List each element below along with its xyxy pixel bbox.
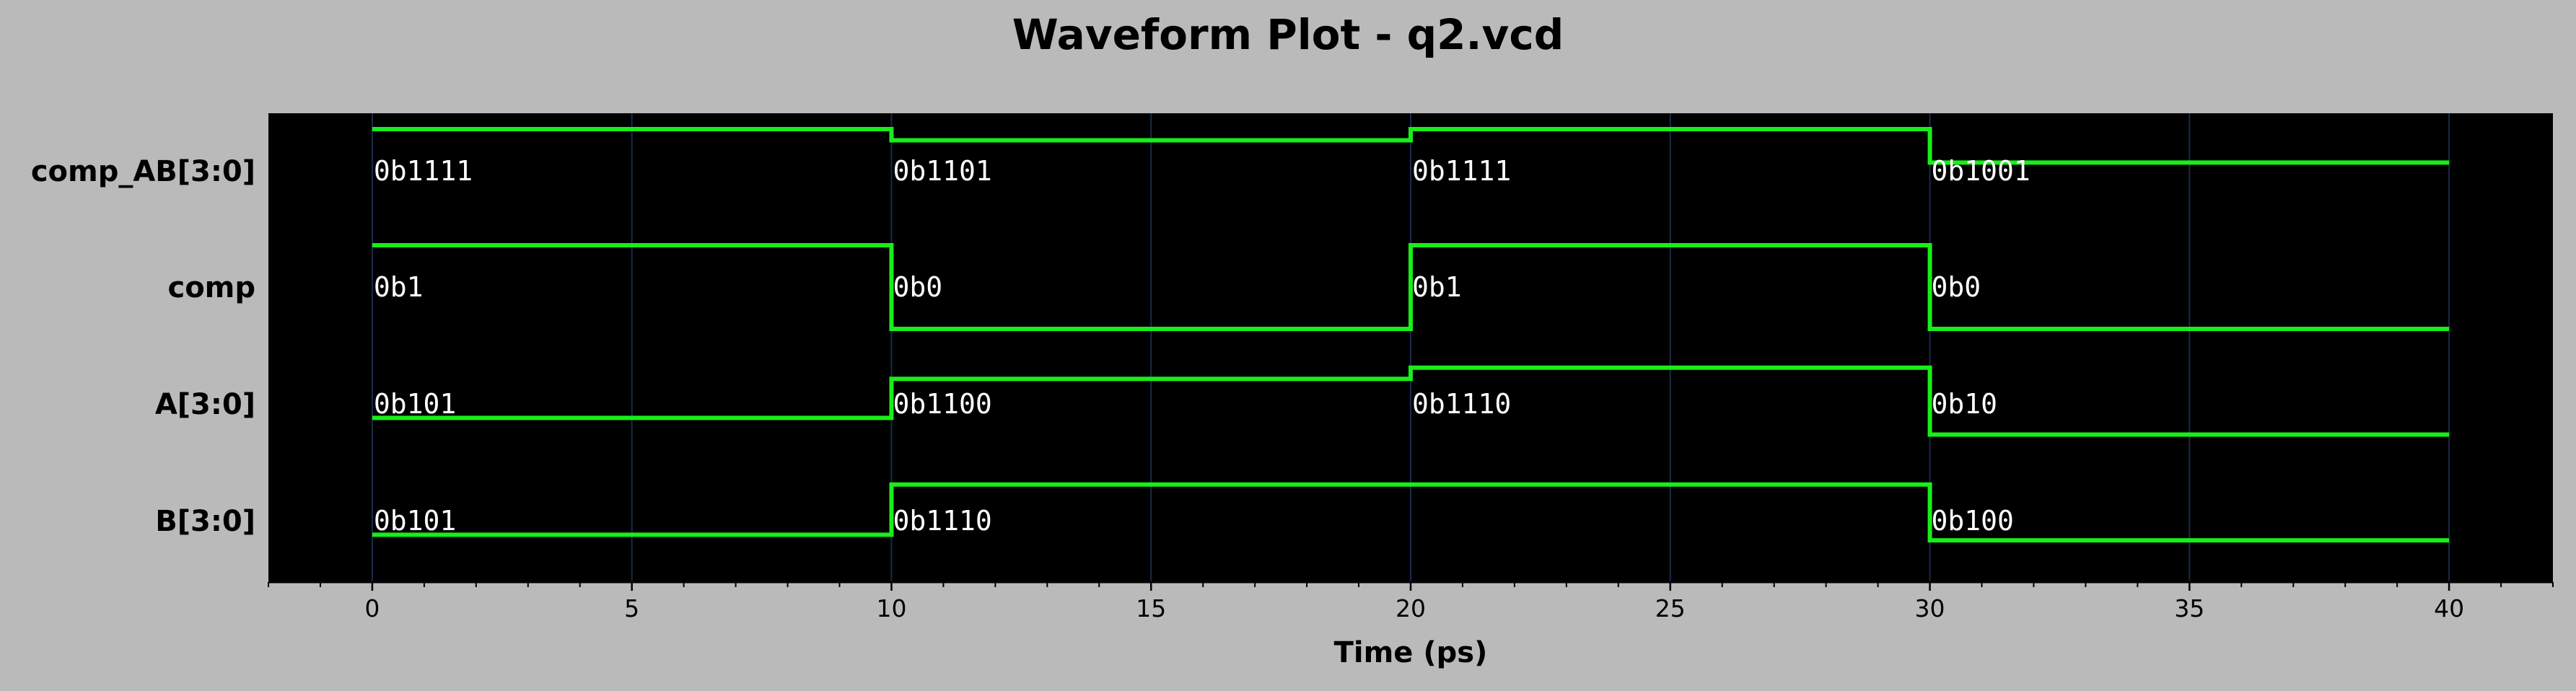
signal-names: comp_AB[3:0]comp A[3:0] B[3:0] <box>31 155 255 538</box>
value-label-3-0: 0b101 <box>374 505 456 537</box>
value-label-3-2: 0b100 <box>1932 505 2014 537</box>
x-tick-label-2: 10 <box>876 594 906 622</box>
value-label-1-1: 0b0 <box>893 271 942 303</box>
x-tick-label-6: 30 <box>1915 594 1945 622</box>
value-label-2-0: 0b101 <box>374 388 456 420</box>
chart-title: Waveform Plot - q2.vcd <box>1012 10 1564 59</box>
x-tick-label-7: 35 <box>2174 594 2204 622</box>
x-tick-label-1: 5 <box>624 594 639 622</box>
value-label-0-3: 0b1001 <box>1932 155 2030 187</box>
x-tick-label-4: 20 <box>1396 594 1426 622</box>
value-label-3-1: 0b1110 <box>893 505 991 537</box>
value-label-2-1: 0b1100 <box>893 388 991 420</box>
value-label-0-2: 0b1111 <box>1412 155 1511 187</box>
x-tick-label-0: 0 <box>364 594 380 622</box>
x-tick-label-8: 40 <box>2434 594 2464 622</box>
signal-name-2: A[3:0] <box>155 388 255 421</box>
signal-trace-2 <box>372 365 2450 437</box>
value-label-1-2: 0b1 <box>1412 271 1462 303</box>
value-label-1-0: 0b1 <box>374 271 424 303</box>
value-label-0-0: 0b1111 <box>374 155 473 187</box>
value-labels: 0b1111 0b1101 0b1111 0b1001 0b1 0b0 0b1 0b0 0b10… <box>374 155 2030 537</box>
signal-trace-1 <box>372 243 2450 331</box>
x-tick-label-3: 15 <box>1136 594 1166 622</box>
x-axis: 0 5 10 15 20 25 30 35 40 <box>268 581 2554 622</box>
value-label-1-3: 0b0 <box>1932 271 1981 303</box>
value-label-2-2: 0b1110 <box>1412 388 1511 420</box>
signal-name-3: B[3:0] <box>155 505 255 538</box>
value-label-0-1: 0b1101 <box>893 155 991 187</box>
signal-name-0: comp_AB[3:0] <box>31 155 255 188</box>
x-axis-label: Time (ps) <box>1334 636 1488 669</box>
value-label-2-3: 0b10 <box>1932 388 1998 420</box>
signal-trace-0 <box>372 127 2450 165</box>
x-tick-label-5: 25 <box>1655 594 1686 622</box>
signal-trace-3 <box>372 482 2450 543</box>
waveform-traces <box>372 127 2450 543</box>
signal-name-1: comp <box>167 271 255 304</box>
